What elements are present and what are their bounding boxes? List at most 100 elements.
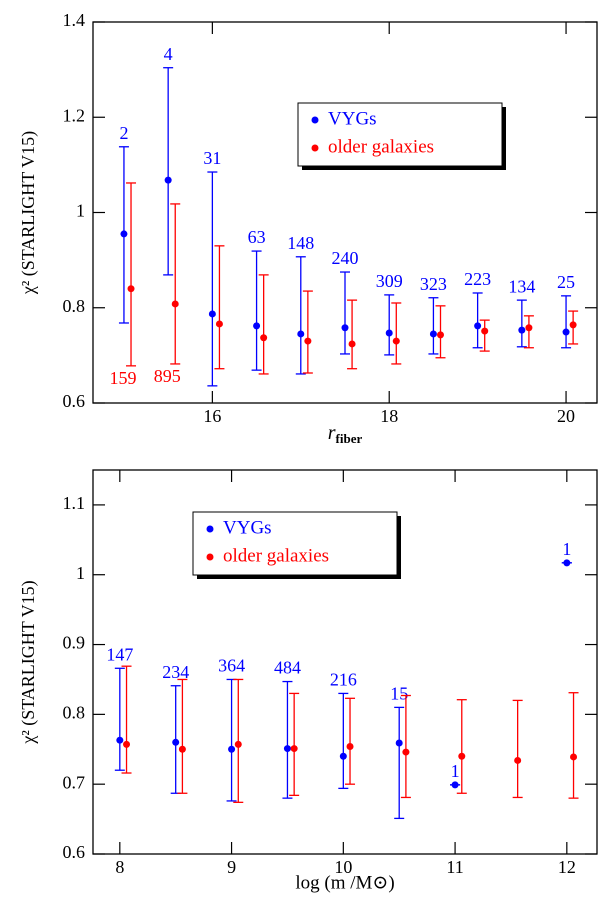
error-bar [561,295,572,349]
count-label: 2 [119,123,128,143]
data-point [481,327,489,335]
data-point [164,176,172,184]
count-label: 63 [248,227,266,247]
data-point [120,230,128,238]
error-bar [295,256,306,375]
data-point [116,736,124,744]
y-tick-label: 0.7 [63,772,86,792]
error-bar [121,665,132,774]
data-point [429,330,437,338]
error-bar [126,182,137,367]
y-tick-label: 1.2 [63,105,86,125]
data-point [127,285,135,293]
error-bar [114,667,125,771]
error-bar [170,203,181,365]
count-label: 148 [287,233,314,253]
count-label: 895 [154,366,181,386]
error-bar [226,678,237,802]
data-point [514,756,522,764]
legend-label: older galaxies [328,136,434,157]
count-label: 25 [557,272,575,292]
error-bar [338,692,349,790]
y-tick-label: 0.6 [63,842,86,862]
count-label: 4 [164,44,173,64]
x-tick-label: 20 [557,406,575,426]
data-point [402,748,410,756]
error-bar [523,315,534,349]
count-label: 1 [562,539,571,559]
data-point [297,330,305,338]
data-point [525,324,533,332]
data-point [458,752,466,760]
y-tick-label: 1 [76,201,85,221]
count-label: 134 [508,276,535,296]
error-bar [251,250,262,371]
error-bar [384,294,395,356]
error-bar [258,274,269,375]
data-point [228,745,236,753]
count-label: 223 [464,269,491,289]
error-bar [512,699,523,799]
data-point [339,752,347,760]
error-bar [282,680,293,799]
x-tick-label: 12 [558,857,576,877]
x-axis-label: log (m /M⊙) [295,872,394,893]
error-bar [428,297,439,355]
data-point [451,781,459,789]
data-point [208,310,216,318]
x-axis-label-subscript: fiber [336,431,363,446]
data-point [346,742,354,750]
y-tick-label: 1.1 [63,493,86,513]
error-bar [456,699,467,794]
count-label: 323 [420,274,447,294]
data-point [123,740,131,748]
data-point [562,328,570,336]
legend-marker [206,525,214,533]
plot-frame [92,469,598,855]
legend-marker [206,553,214,561]
data-point [569,321,577,329]
data-point [518,326,526,334]
count-label: 364 [218,656,245,676]
data-point [474,322,482,330]
y-axis-label: χ² (STARLIGHT V15) [18,131,39,295]
count-label: 216 [330,670,357,690]
legend-label: VYGs [223,517,272,538]
legend-marker [311,116,319,124]
count-label: 484 [274,658,301,678]
error-bar [302,290,313,374]
error-bar [516,299,527,348]
legend-box [192,511,398,576]
data-point [348,340,356,348]
count-label: 15 [390,684,408,704]
error-bar [214,245,225,370]
data-point [341,324,349,332]
error-bar [400,694,411,799]
data-point [563,559,571,567]
data-point [171,300,179,308]
data-point [392,337,400,345]
error-bar [347,299,358,370]
y-tick-label: 0.6 [63,391,86,411]
error-bar [479,319,490,352]
data-point [172,738,180,746]
error-bar [568,692,579,799]
count-label: 240 [332,248,359,268]
x-axis-label: rfiber [328,422,363,446]
error-bar [391,302,402,365]
data-point [436,331,444,339]
y-tick-label: 1.4 [63,10,86,30]
error-bar [472,292,483,349]
x-tick-label: 11 [446,857,463,877]
data-point [385,329,393,337]
x-axis-label-main: r [328,422,336,444]
y-tick-label: 0.8 [63,296,86,316]
x-tick-label: 16 [203,406,221,426]
count-label: 159 [110,368,137,388]
x-tick-label: 10 [334,857,352,877]
data-point [234,740,242,748]
y-tick-label: 0.8 [63,702,86,722]
legend-label: older galaxies [223,545,329,566]
count-label: 234 [162,662,189,682]
